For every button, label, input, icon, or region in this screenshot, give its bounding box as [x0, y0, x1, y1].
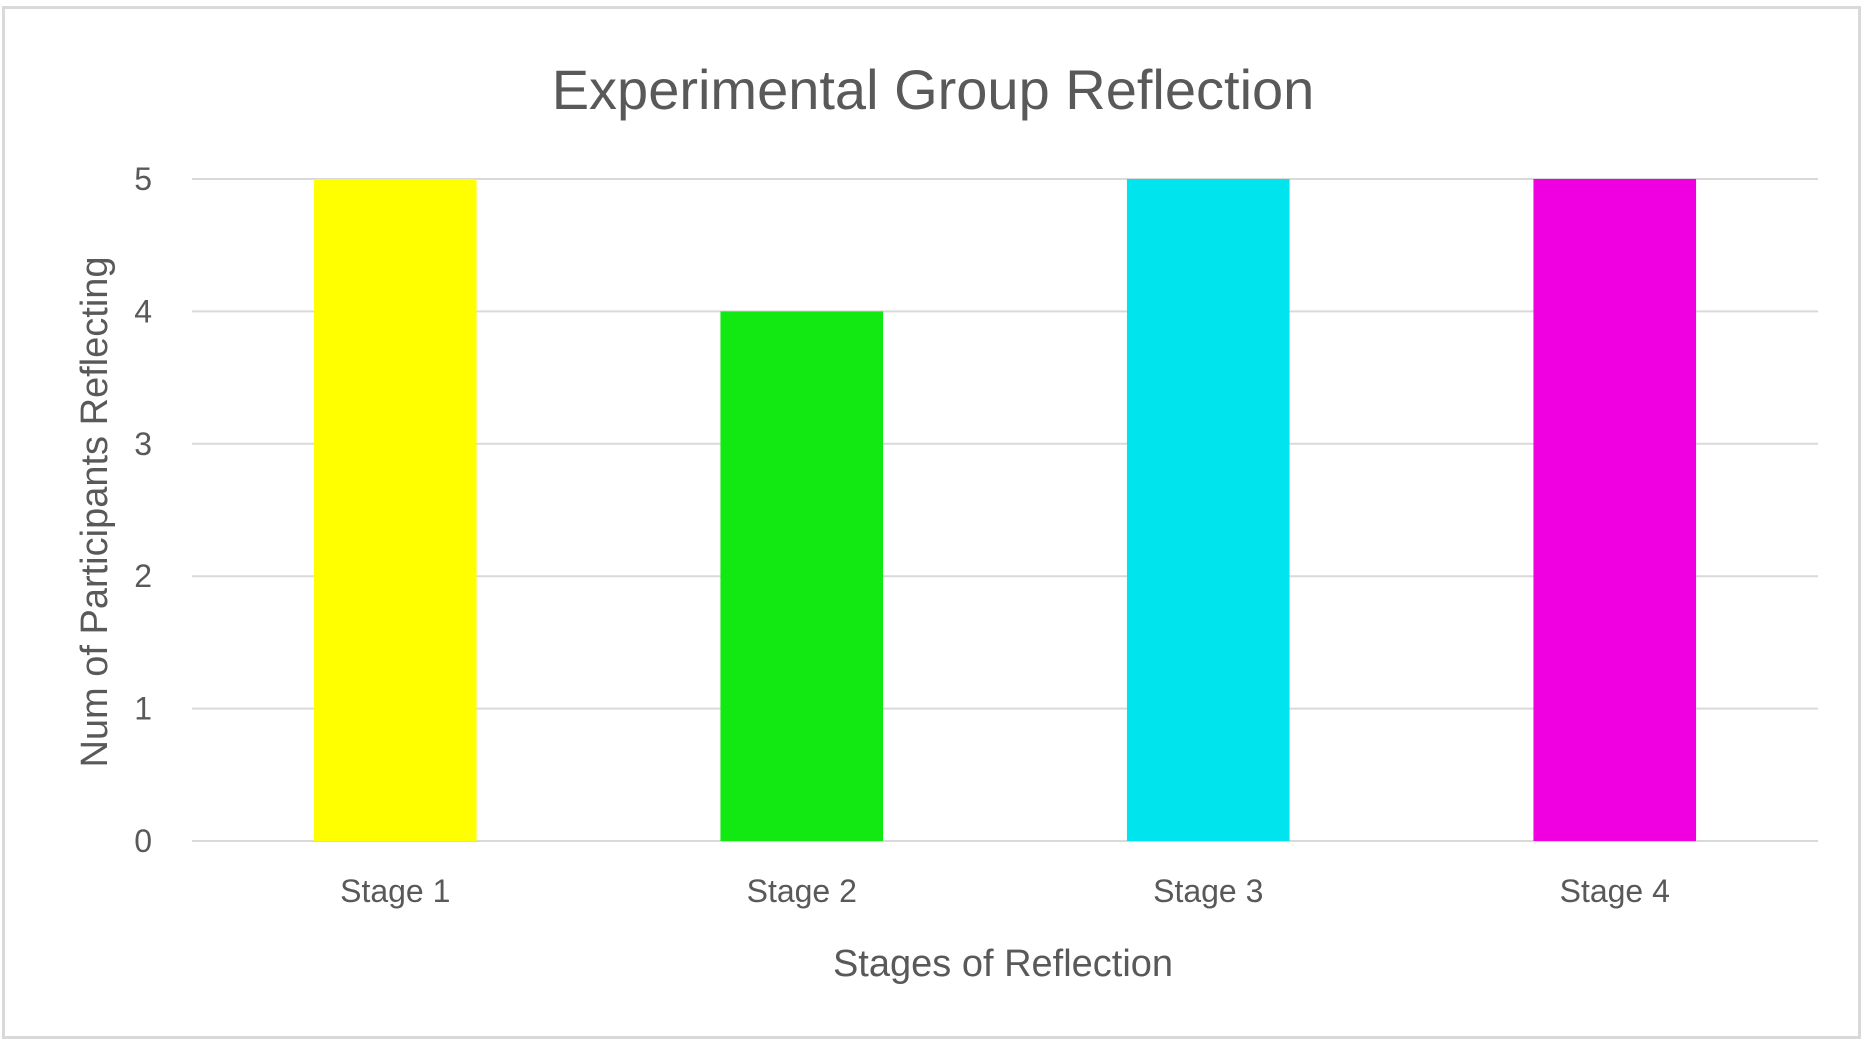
x-tick-label: Stage 2 — [747, 873, 857, 909]
bar-stage-1 — [313, 179, 477, 841]
x-tick-label: Stage 4 — [1560, 873, 1670, 909]
y-tick-label: 3 — [134, 426, 152, 462]
y-axis-ticks: 0 1 2 3 4 5 — [134, 161, 152, 859]
bar-chart: Experimental Group Reflection 0 1 2 3 4 5 Sta… — [74, 58, 1818, 985]
x-axis-title: Stages of Reflection — [833, 943, 1173, 985]
x-axis-ticks: Stage 1 Stage 2 Stage 3 Stage 4 — [340, 873, 1670, 909]
y-tick-label: 2 — [134, 558, 152, 594]
chart-frame: Experimental Group Reflection 0 1 2 3 4 5 Sta… — [2, 6, 1861, 1039]
y-tick-label: 1 — [134, 691, 152, 727]
x-tick-label: Stage 3 — [1153, 873, 1263, 909]
bar-stage-3 — [1126, 179, 1290, 841]
y-tick-label: 0 — [134, 823, 152, 859]
y-axis-title: Num of Participants Reflecting — [74, 256, 116, 767]
x-tick-label: Stage 1 — [340, 873, 450, 909]
bar-stage-2 — [720, 311, 884, 841]
y-tick-label: 5 — [134, 161, 152, 197]
bar-stage-4 — [1533, 179, 1697, 841]
chart-title: Experimental Group Reflection — [552, 58, 1315, 121]
bars — [313, 179, 1697, 841]
y-tick-label: 4 — [134, 293, 152, 329]
